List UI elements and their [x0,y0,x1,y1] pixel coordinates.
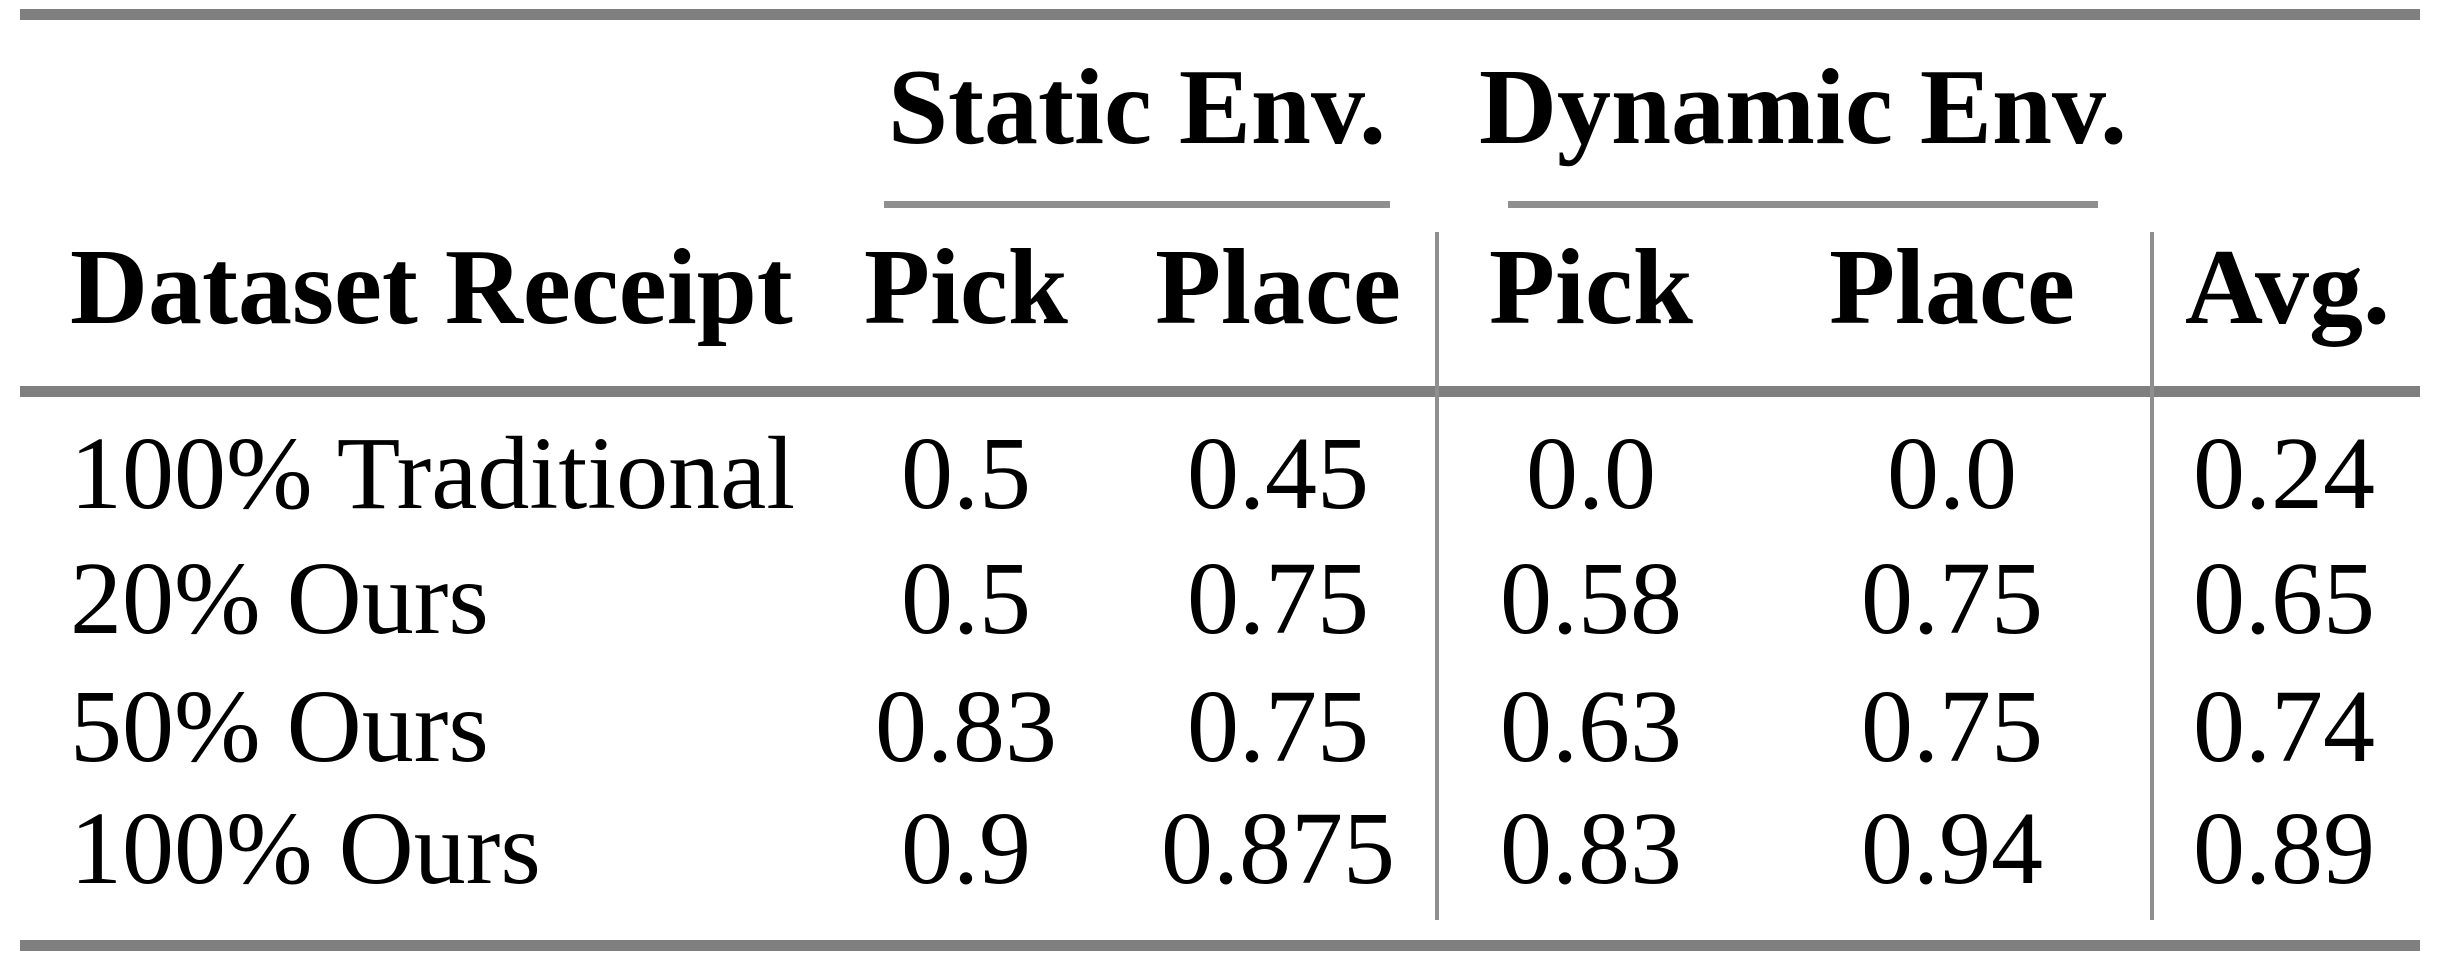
cell-value: 0.24 [2193,416,2375,531]
top-rule [20,9,2420,20]
cell-value: 0.5 [901,541,1031,656]
cell-value: 0.45 [1187,416,1369,531]
cell-value: 0.89 [2193,791,2375,906]
cell-value: 0.0 [1526,416,1656,531]
column-header-static-pick: Pick [864,228,1068,347]
group-header-static-env: Static Env. [887,48,1387,167]
bottom-rule [20,940,2420,951]
column-header-dynamic-place: Place [1829,228,2075,347]
column-header-avg: Avg. [2185,228,2390,347]
vertical-separator-1 [1435,232,1439,920]
column-header-dynamic-pick: Pick [1489,228,1693,347]
cell-value: 0.63 [1500,669,1682,784]
cell-value: 0.75 [1187,541,1369,656]
group-header-dynamic-env: Dynamic Env. [1478,48,2128,167]
vertical-separator-2 [2150,232,2154,920]
column-header-dataset-receipt: Dataset Receipt [70,228,793,347]
cmidrule-static [884,201,1390,208]
row-label: 100% Ours [70,791,541,906]
cell-value: 0.75 [1861,669,2043,784]
cell-value: 0.75 [1861,541,2043,656]
cell-value: 0.0 [1887,416,2017,531]
column-header-static-place: Place [1155,228,1401,347]
cell-value: 0.58 [1500,541,1682,656]
cell-value: 0.65 [2193,541,2375,656]
cell-value: 0.75 [1187,669,1369,784]
cell-value: 0.83 [1500,791,1682,906]
cmidrule-dynamic [1508,201,2098,208]
cell-value: 0.74 [2193,669,2375,784]
cell-value: 0.83 [875,669,1057,784]
row-label: 20% Ours [70,541,489,656]
cell-value: 0.9 [901,791,1031,906]
cell-value: 0.94 [1861,791,2043,906]
row-label: 100% Traditional [70,416,796,531]
header-rule [20,386,2420,397]
cell-value: 0.5 [901,416,1031,531]
cell-value: 0.875 [1161,791,1395,906]
row-label: 50% Ours [70,669,489,784]
